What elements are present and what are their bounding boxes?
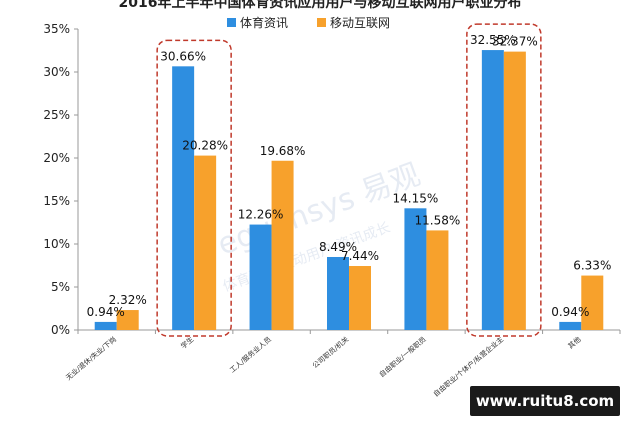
highlight-box [156,39,232,337]
x-tick-label: 学生 [179,335,196,351]
site-watermark-banner: www.ruitu8.com [470,386,620,416]
legend: 体育资讯 移动互联网 [227,15,390,30]
x-tick-label: 无业/退休/失业/下岗 [64,335,118,382]
y-tick-label: 20% [43,151,70,165]
y-tick-label: 10% [43,237,70,251]
highlight-box [466,23,542,337]
x-tick-label: 公司职员/机关 [311,335,351,370]
legend-swatch-series-1 [227,18,236,27]
bars-group [94,50,604,330]
y-tick-label: 35% [43,22,70,36]
watermark: eguansys 易观 体育资讯·驱动用户·资讯成长 [213,157,425,295]
data-label-series-2: 32.37% [492,35,538,49]
data-label-series-2: 7.44% [341,249,379,263]
y-tick-label: 30% [43,65,70,79]
bar-series-1 [404,208,427,330]
legend-label-series-2: 移动互联网 [330,16,390,30]
data-label-series-1: 30.66% [160,49,206,63]
data-label-series-1: 0.94% [87,305,125,319]
data-label-series-2: 2.32% [109,293,147,307]
data-label-series-1: 0.94% [551,305,589,319]
legend-label-series-1: 体育资讯 [240,15,288,30]
x-tick-label: 工人/服务业人员 [228,335,273,375]
y-tick-label: 0% [51,323,70,337]
bar-series-1 [327,256,349,330]
data-label-series-2: 20.28% [182,139,228,153]
bar-series-2 [581,275,604,330]
data-labels: 0.94%2.32%30.66%20.28%12.26%19.68%8.49%7… [87,33,612,319]
bar-series-2 [116,310,139,330]
data-label-series-1: 32.55% [470,33,516,47]
data-label-series-1: 8.49% [319,240,357,254]
bar-series-2 [271,160,294,330]
y-tick-label: 15% [43,194,70,208]
y-tick-label: 5% [51,280,70,294]
chart-title: 2016年上半年中国体育资讯应用用户与移动互联网用户职业分布 [119,0,522,11]
bar-series-2 [503,51,526,330]
y-tick-label: 25% [43,108,70,122]
legend-swatch-series-2 [317,18,326,27]
data-label-series-2: 6.33% [573,259,611,273]
bar-series-1 [249,224,272,330]
data-label-series-2: 11.58% [415,213,461,227]
bar-series-2 [194,155,217,330]
data-label-series-1: 12.26% [238,208,284,222]
data-label-series-1: 14.15% [393,191,439,205]
x-tick-label: 其他 [566,335,583,351]
x-tick-label: 自由职业/一般职员 [377,335,427,379]
highlight-boxes [156,23,542,337]
data-label-series-2: 19.68% [260,144,306,158]
bar-series-2 [426,230,449,330]
bar-series-1 [172,66,195,330]
bar-series-1 [94,321,117,330]
bar-series-1 [559,321,582,330]
bar-series-2 [349,266,371,330]
bar-series-1 [481,50,504,330]
